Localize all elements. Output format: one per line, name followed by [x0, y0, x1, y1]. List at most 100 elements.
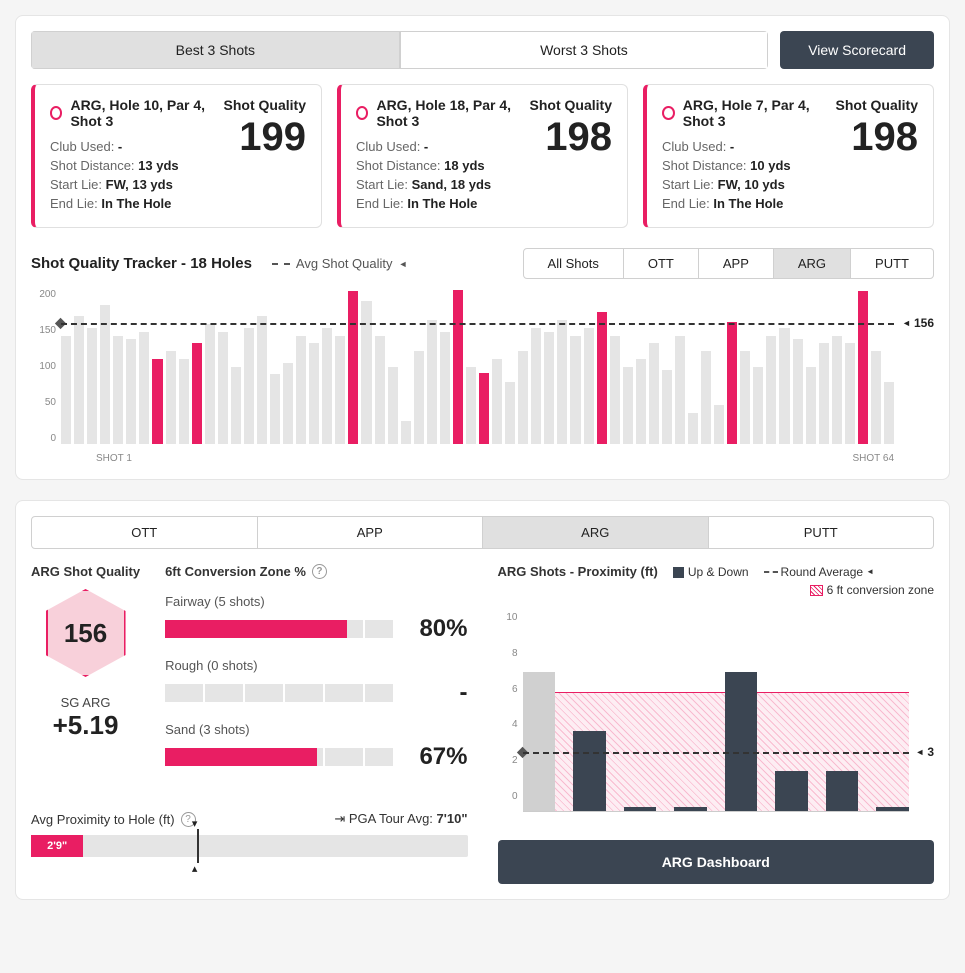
shot-bar[interactable] — [649, 343, 659, 444]
filter-tab-putt[interactable]: PUTT — [850, 248, 934, 279]
shot-bar[interactable] — [557, 320, 567, 444]
shot-bar[interactable] — [688, 413, 698, 444]
shot-bar[interactable] — [296, 336, 306, 445]
shot-bar[interactable] — [675, 336, 685, 445]
category-tab-ott[interactable]: OTT — [31, 516, 258, 549]
shot-bar[interactable] — [806, 367, 816, 445]
shot-bar[interactable] — [231, 367, 241, 445]
shot-card[interactable]: ARG, Hole 10, Par 4, Shot 3 Club Used: -… — [31, 84, 322, 228]
shot-bar[interactable] — [701, 351, 711, 444]
shot-bar[interactable] — [819, 343, 829, 444]
shot-card[interactable]: ARG, Hole 18, Par 4, Shot 3 Club Used: -… — [337, 84, 628, 228]
shot-bar[interactable] — [845, 343, 855, 444]
shot-bar[interactable] — [270, 374, 280, 444]
proximity-bar[interactable] — [674, 807, 707, 811]
pga-marker — [197, 829, 199, 863]
shot-bar[interactable] — [87, 328, 97, 444]
category-tab-arg[interactable]: ARG — [482, 516, 709, 549]
shot-bar[interactable] — [74, 316, 84, 444]
shot-bar[interactable] — [257, 316, 267, 444]
filter-tab-all-shots[interactable]: All Shots — [523, 248, 624, 279]
shot-bar[interactable] — [884, 382, 894, 444]
worst-shots-tab[interactable]: Worst 3 Shots — [400, 31, 769, 69]
conversion-col: 6ft Conversion Zone % ? Fairway (5 shots… — [165, 564, 467, 786]
shot-bar[interactable] — [740, 351, 750, 444]
shot-bar[interactable] — [636, 359, 646, 444]
shot-bar[interactable] — [531, 328, 541, 444]
start-lie: Start Lie: FW, 13 yds — [50, 177, 224, 192]
shot-bar[interactable] — [779, 328, 789, 444]
shot-bar[interactable] — [466, 367, 476, 445]
shot-bar[interactable] — [871, 351, 881, 444]
shot-bar[interactable] — [584, 328, 594, 444]
shot-bar[interactable] — [727, 322, 737, 444]
shot-bar[interactable] — [597, 312, 607, 444]
shot-bar[interactable] — [179, 359, 189, 444]
shot-card-title: ARG, Hole 10, Par 4, Shot 3 — [50, 97, 224, 129]
shot-bar[interactable] — [166, 351, 176, 444]
arg-dashboard-button[interactable]: ARG Dashboard — [498, 840, 935, 884]
shot-bar[interactable] — [414, 351, 424, 444]
shot-bar[interactable] — [610, 336, 620, 445]
shot-bar[interactable] — [570, 336, 580, 445]
proximity-bar[interactable] — [826, 771, 859, 811]
shot-bar[interactable] — [401, 421, 411, 444]
filter-tab-arg[interactable]: ARG — [773, 248, 851, 279]
proximity-header: Avg Proximity to Hole (ft) ? ⇥ PGA Tour … — [31, 811, 468, 827]
shot-bar[interactable] — [348, 291, 358, 444]
shot-card[interactable]: ARG, Hole 7, Par 4, Shot 3 Club Used: - … — [643, 84, 934, 228]
shot-bar[interactable] — [623, 367, 633, 445]
category-tab-app[interactable]: APP — [257, 516, 484, 549]
shot-bar[interactable] — [714, 405, 724, 444]
shot-bar[interactable] — [205, 324, 215, 444]
arg-sq-title: ARG Shot Quality — [31, 564, 140, 579]
shot-bar[interactable] — [244, 328, 254, 444]
shot-bar[interactable] — [440, 332, 450, 444]
shot-bar[interactable] — [518, 351, 528, 444]
shot-bar[interactable] — [427, 320, 437, 444]
shot-bar[interactable] — [218, 332, 228, 444]
category-tab-putt[interactable]: PUTT — [708, 516, 935, 549]
view-scorecard-button[interactable]: View Scorecard — [780, 31, 934, 69]
shot-bar[interactable] — [152, 359, 162, 444]
best-shots-tab[interactable]: Best 3 Shots — [31, 31, 400, 69]
shot-bar[interactable] — [375, 336, 385, 445]
shot-bar[interactable] — [139, 332, 149, 444]
shot-bar[interactable] — [858, 291, 868, 444]
shot-bar[interactable] — [662, 370, 672, 444]
sg-arg-label: SG ARG — [61, 695, 111, 710]
shot-bar[interactable] — [544, 332, 554, 444]
shot-bar[interactable] — [61, 336, 71, 445]
shot-bar[interactable] — [505, 382, 515, 444]
filter-tab-ott[interactable]: OTT — [623, 248, 699, 279]
top-tabs: Best 3 Shots Worst 3 Shots View Scorecar… — [31, 31, 934, 69]
chart-x-labels: SHOT 1 SHOT 64 — [61, 453, 894, 464]
proximity-bar[interactable] — [573, 731, 606, 811]
proximity-bar[interactable] — [775, 771, 808, 811]
shot-bar[interactable] — [192, 343, 202, 444]
shot-bar[interactable] — [335, 336, 345, 445]
shot-bar[interactable] — [766, 336, 776, 445]
proximity-bar[interactable] — [876, 807, 909, 811]
shot-quality-chart: 200150100500 156 SHOT 1 SHOT 64 — [31, 289, 934, 464]
help-icon[interactable]: ? — [312, 564, 327, 579]
shot-bar[interactable] — [100, 305, 110, 445]
sq-row: ARG Shot Quality 156 SG ARG +5.19 6ft Co… — [31, 564, 468, 786]
proximity-bar[interactable] — [523, 672, 556, 811]
shot-bar[interactable] — [453, 290, 463, 444]
proximity-bar[interactable] — [624, 807, 657, 811]
shot-bar[interactable] — [113, 336, 123, 445]
shot-bar[interactable] — [479, 373, 489, 444]
shot-bar[interactable] — [283, 363, 293, 444]
shot-bar[interactable] — [309, 343, 319, 444]
shot-bar[interactable] — [793, 339, 803, 444]
shot-bar[interactable] — [492, 359, 502, 444]
shot-bar[interactable] — [322, 328, 332, 444]
shot-bar[interactable] — [388, 367, 398, 445]
shot-bar[interactable] — [832, 336, 842, 445]
proximity-bar[interactable] — [725, 672, 758, 811]
shot-bar[interactable] — [753, 367, 763, 445]
conversion-bar — [165, 620, 392, 638]
shot-bar[interactable] — [126, 339, 136, 444]
filter-tab-app[interactable]: APP — [698, 248, 774, 279]
